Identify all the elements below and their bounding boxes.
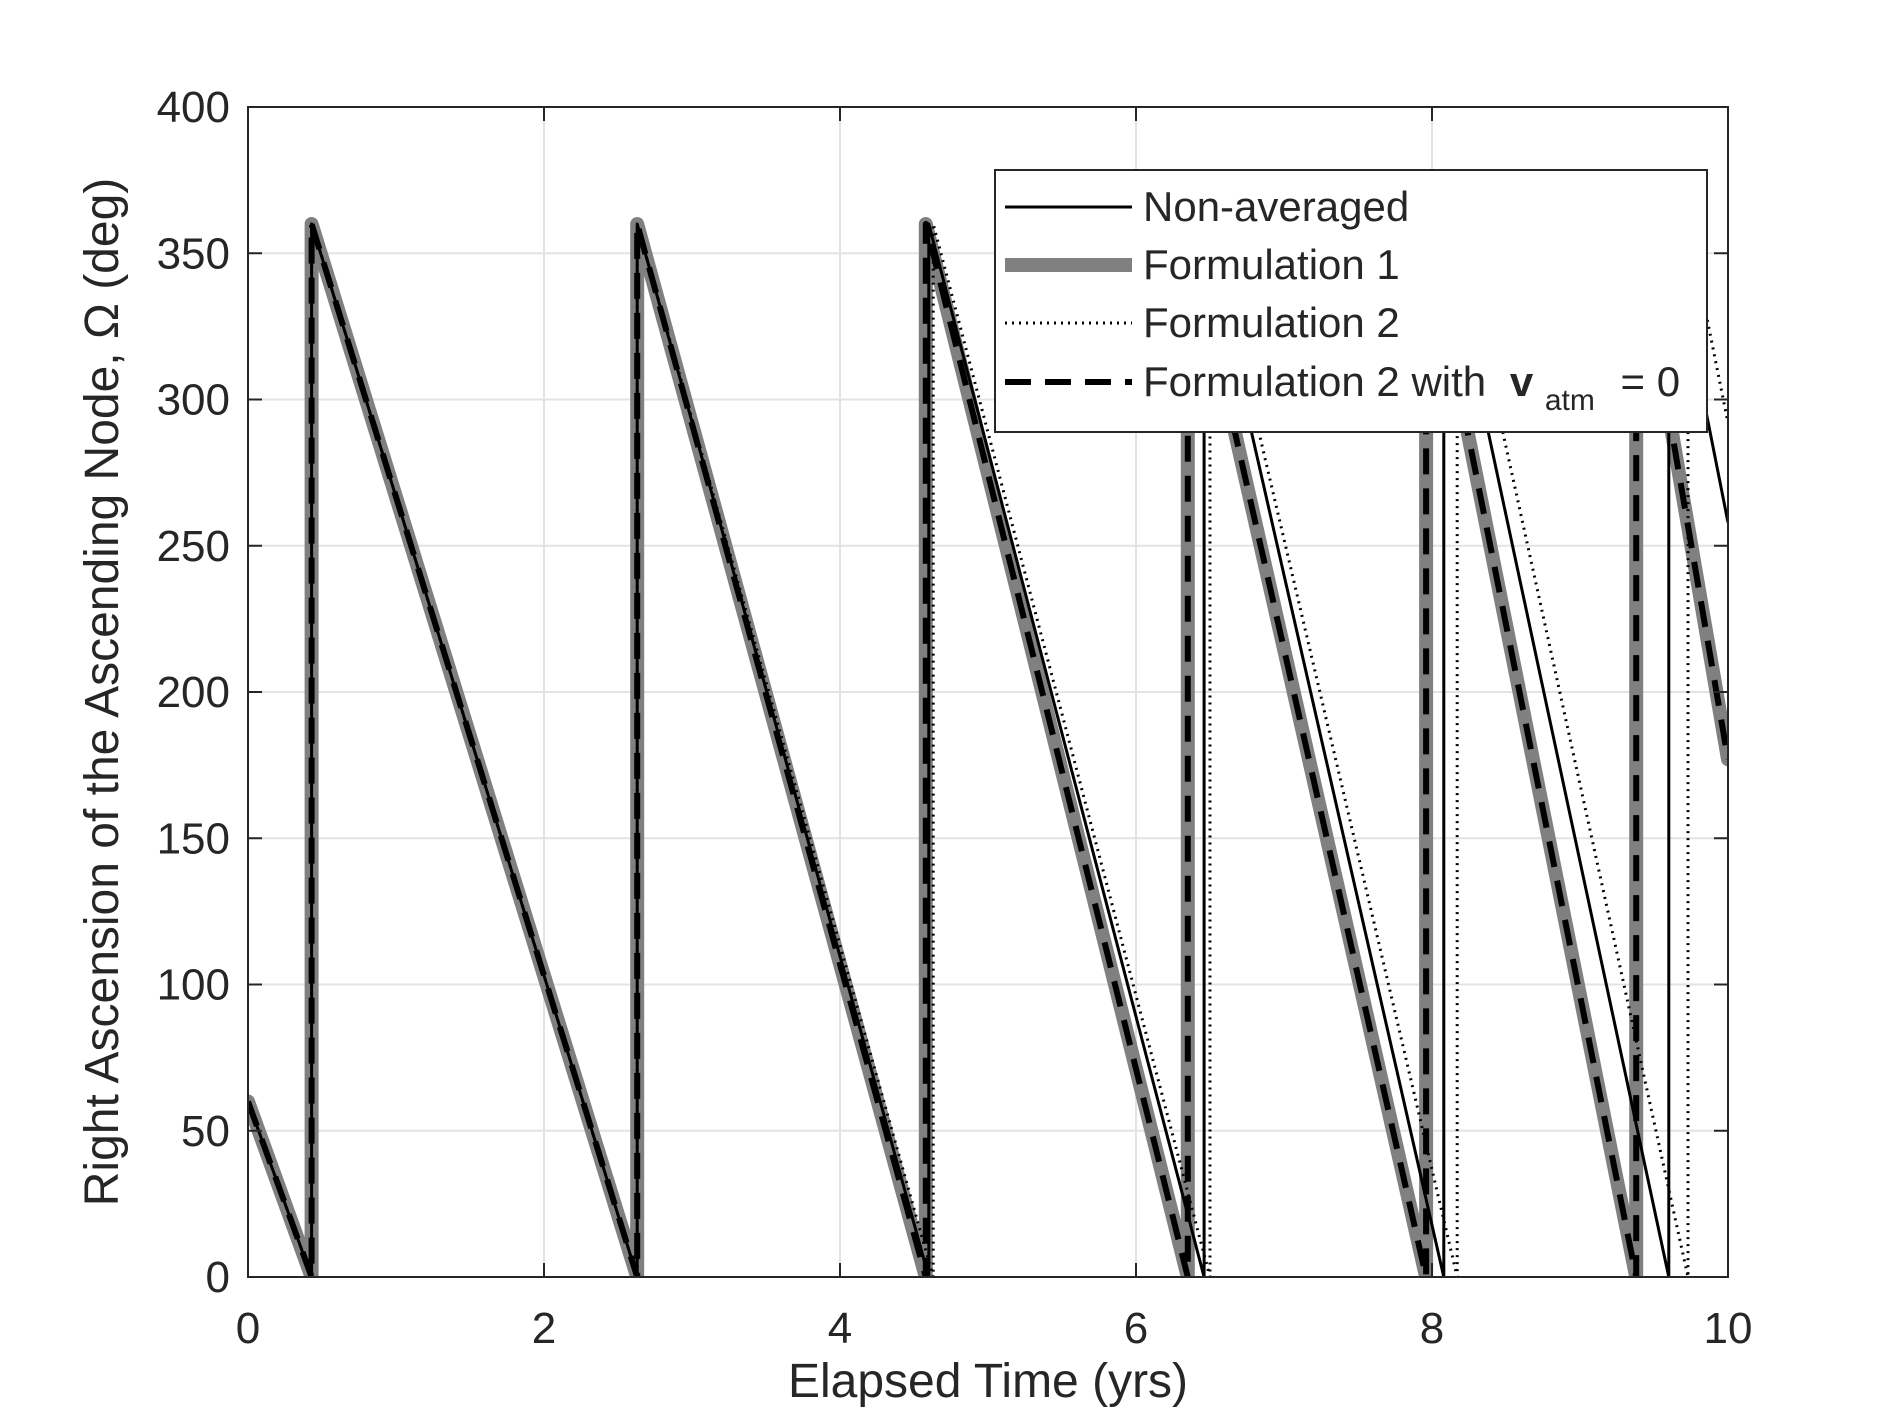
y-tick-label: 50	[181, 1107, 230, 1156]
series-layer	[248, 217, 1728, 1277]
legend-label-formulation-2-vatm-prefix: Formulation 2 with	[1143, 358, 1486, 405]
y-tick-label: 250	[157, 522, 230, 571]
legend-box	[994, 169, 1708, 433]
y-tick-label: 0	[206, 1253, 230, 1302]
legend-label-formulation-2: Formulation 2	[1143, 299, 1400, 346]
y-tick-label: 300	[157, 376, 230, 425]
legend-vatm-suffix: = 0	[1621, 358, 1681, 405]
y-tick-label: 200	[157, 668, 230, 717]
x-tick-label: 4	[828, 1304, 852, 1353]
legend-label-non-averaged: Non-averaged	[1143, 183, 1409, 230]
x-tick-label: 8	[1420, 1304, 1444, 1353]
y-tick-label: 400	[157, 83, 230, 132]
x-axis-label: Elapsed Time (yrs)	[788, 1355, 1188, 1408]
legend-vatm-symbol: v	[1510, 358, 1534, 405]
x-tick-label: 0	[236, 1304, 260, 1353]
series-line-formulation-2-with-v-atm-0	[248, 221, 1728, 1277]
legend-vatm-subscript: atm	[1545, 384, 1595, 417]
legend-label-formulation-2-vatm: Formulation 2 with v atm = 0	[1143, 358, 1680, 419]
x-tick-label: 2	[532, 1304, 556, 1353]
axis-ticks	[247, 106, 1729, 1278]
y-tick-label: 350	[157, 229, 230, 278]
legend-label-formulation-1: Formulation 1	[1143, 241, 1400, 288]
y-axis-label: Right Ascension of the Ascending Node, Ω…	[76, 178, 129, 1207]
x-tick-label: 6	[1124, 1304, 1148, 1353]
y-tick-label: 100	[157, 961, 230, 1010]
x-tick-label: 10	[1704, 1304, 1753, 1353]
y-tick-label: 150	[157, 814, 230, 863]
legend: Non-averaged Formulation 1 Formulation 2…	[994, 169, 1708, 433]
